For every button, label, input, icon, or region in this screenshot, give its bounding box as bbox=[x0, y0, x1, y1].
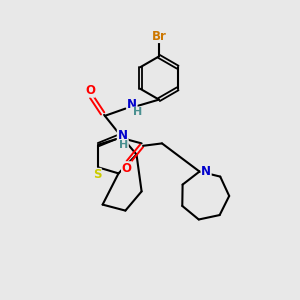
Text: H: H bbox=[119, 140, 128, 150]
Text: S: S bbox=[93, 168, 101, 182]
Text: N: N bbox=[117, 128, 128, 142]
Text: N: N bbox=[127, 98, 137, 112]
Text: N: N bbox=[201, 165, 211, 178]
Text: Br: Br bbox=[152, 29, 166, 43]
Text: O: O bbox=[122, 162, 132, 175]
Text: H: H bbox=[134, 107, 142, 117]
Text: O: O bbox=[85, 84, 95, 97]
